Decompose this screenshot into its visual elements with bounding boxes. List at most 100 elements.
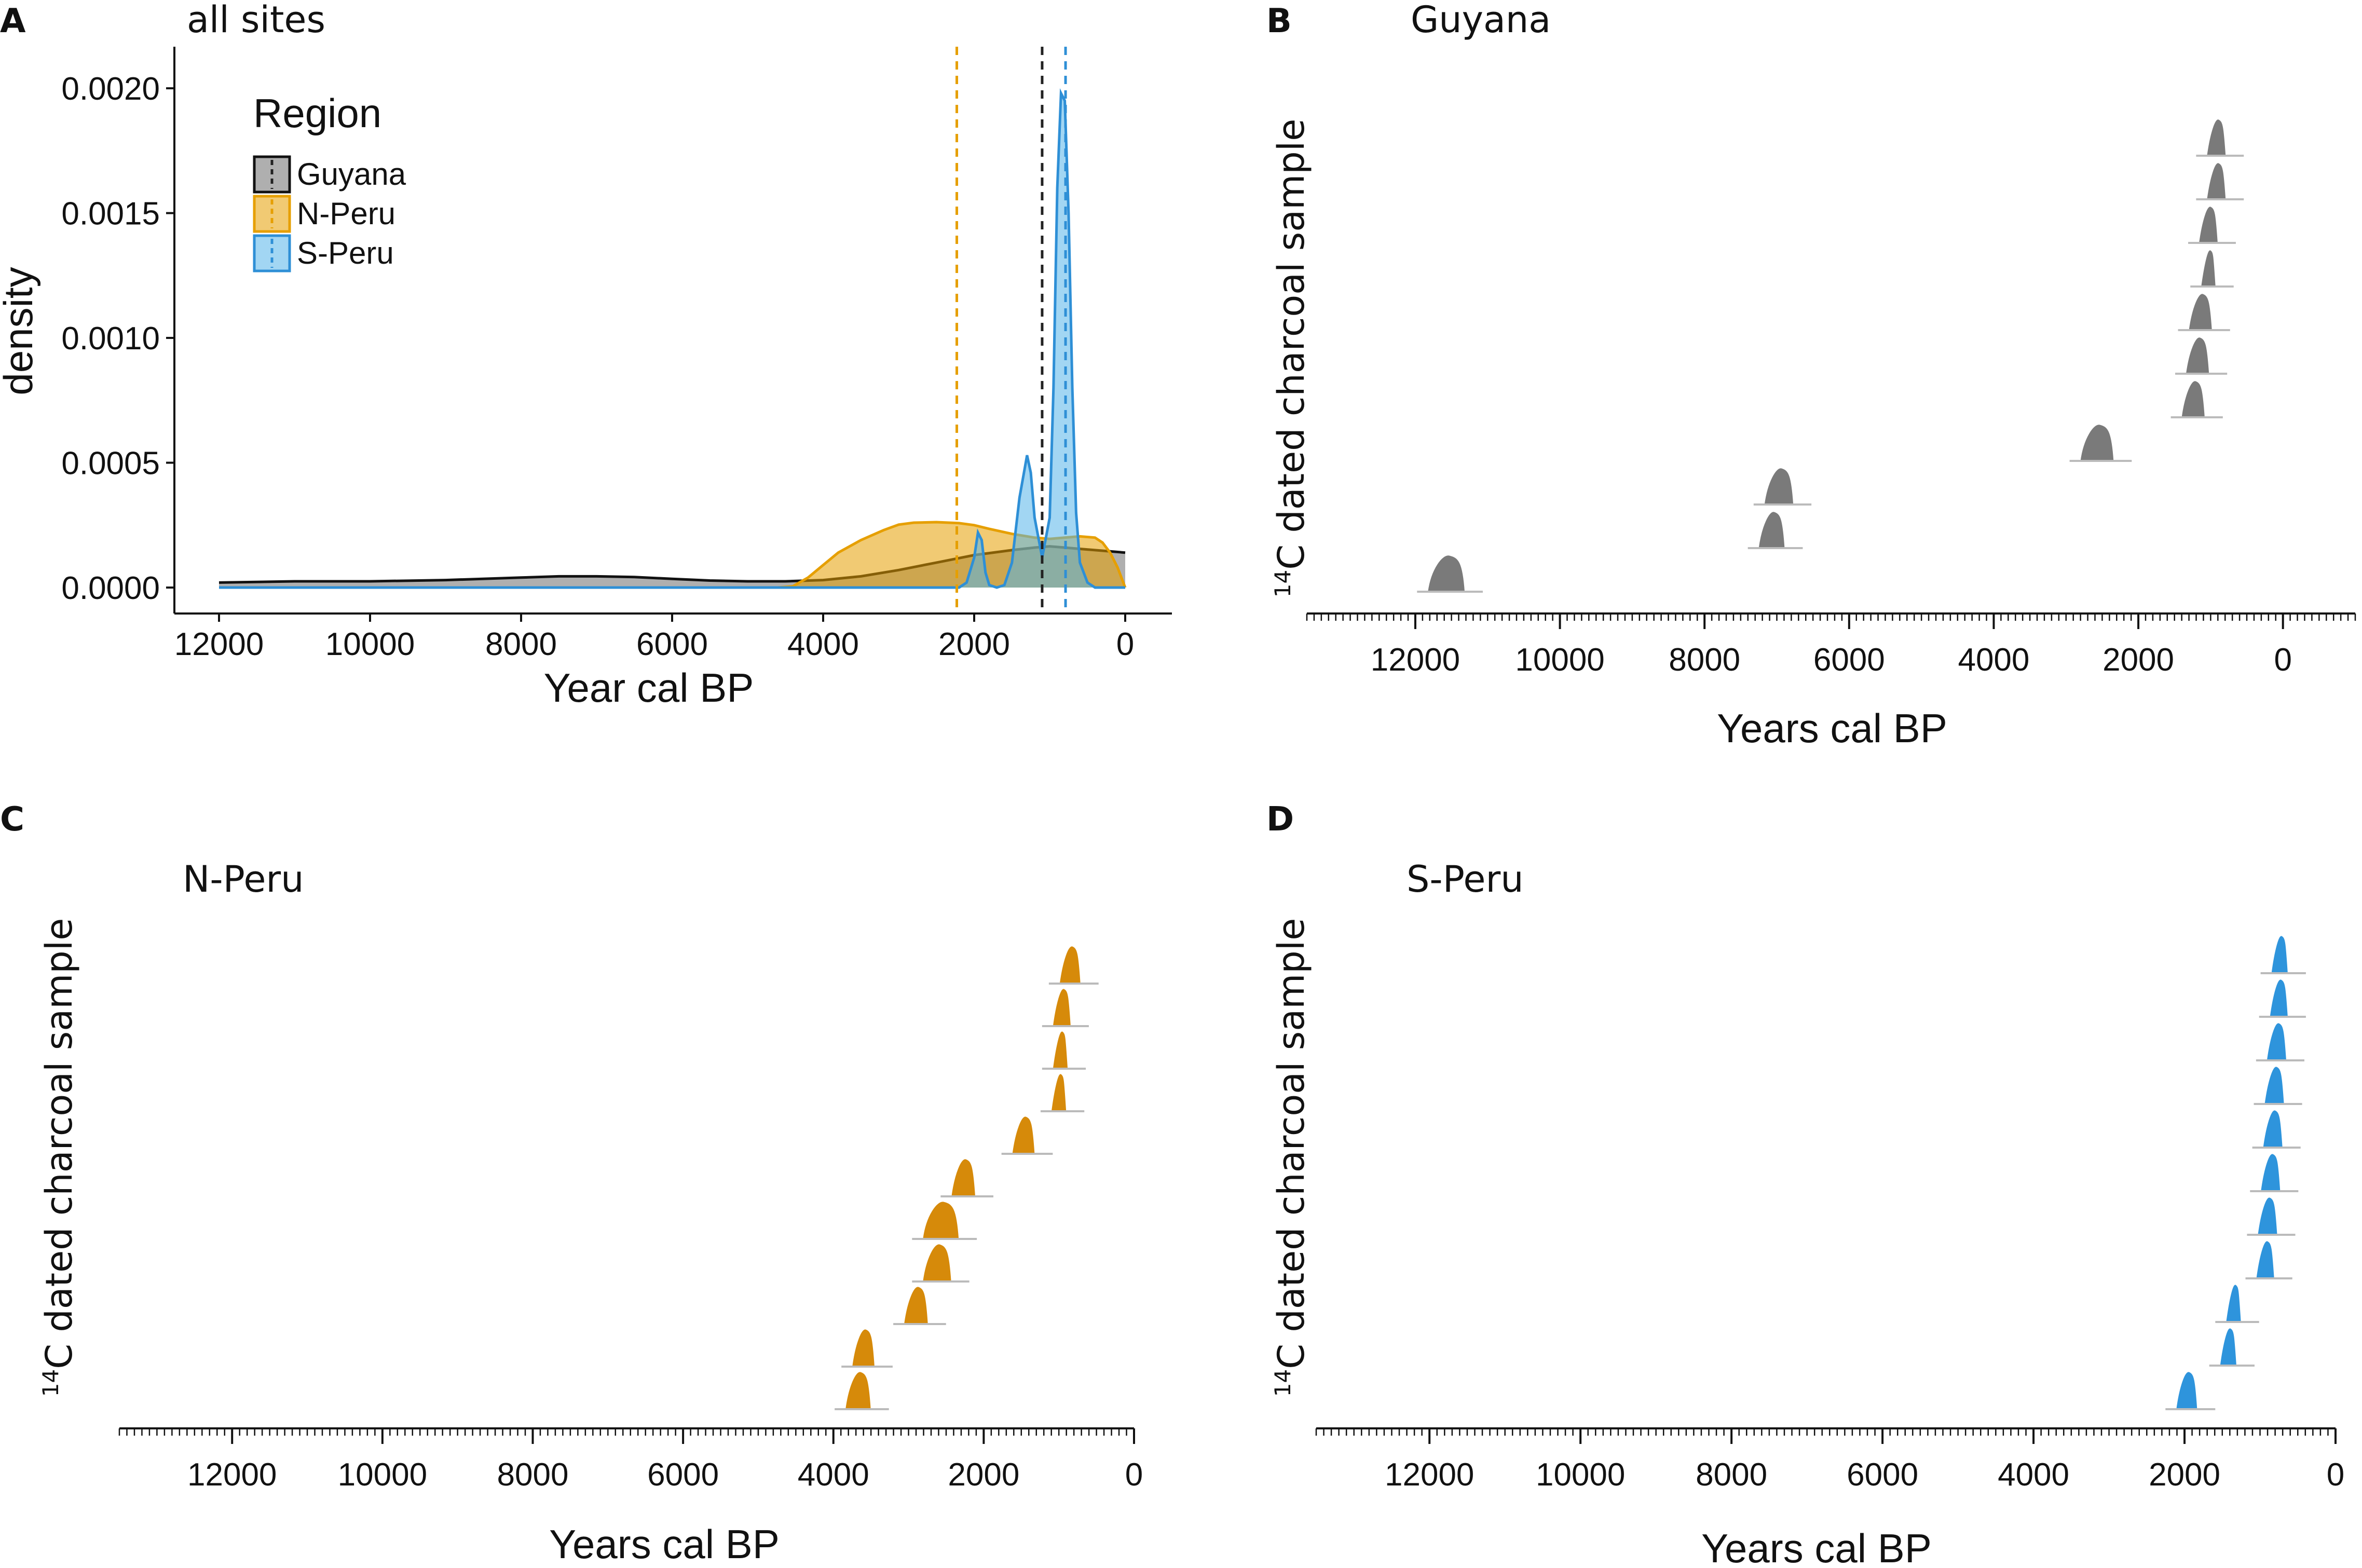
x-tick-label: 10000 xyxy=(338,1457,427,1493)
x-tick-label: 2000 xyxy=(2149,1457,2220,1493)
panel-d-title: S-Peru xyxy=(1407,858,1524,901)
calibration-curve-2 xyxy=(852,1329,875,1367)
calibration-curve-7 xyxy=(1012,1116,1035,1154)
calibration-curve-10 xyxy=(2207,163,2226,200)
density-area-n-peru xyxy=(219,522,1125,588)
x-tick-label: 0 xyxy=(2327,1457,2344,1493)
panel-d: D S-Peru 12000 10000 8000 6000 4000 2000 0 Yea… xyxy=(1266,800,2344,1568)
panel-d-xlabel: Years cal BP xyxy=(1701,1525,1932,1568)
x-tick-label: 4000 xyxy=(787,626,859,662)
x-tick-label: 6000 xyxy=(1847,1457,1918,1493)
y-tick-label: 0.0015 xyxy=(61,196,160,232)
x-tick-label: 12000 xyxy=(1371,642,1460,678)
calibration-curve-8 xyxy=(1051,1074,1067,1112)
panel-d-ylabel: 14C dated charcoal sample xyxy=(1270,918,1313,1397)
x-tick-label: 12000 xyxy=(1385,1457,1474,1493)
density-area-s-peru xyxy=(219,93,1125,588)
panel-b-title: Guyana xyxy=(1411,0,1551,41)
calibration-curve-9 xyxy=(2267,1023,2287,1061)
calibration-curve-1 xyxy=(2176,1372,2197,1410)
x-tick-label: 8000 xyxy=(497,1457,569,1493)
x-tick-label: 12000 xyxy=(174,626,264,662)
panel-a-legend: Region Guyana N-Peru S-Peru xyxy=(253,90,406,272)
panel-c-title: N-Peru xyxy=(183,858,304,901)
panel-b-letter: B xyxy=(1266,2,1292,40)
calibration-curve-4 xyxy=(923,1244,951,1282)
panel-c-ylabel-main: C dated charcoal sample xyxy=(38,918,80,1369)
x-tick-label: 2000 xyxy=(938,626,1010,662)
panel-b-plot: 12000 10000 8000 6000 4000 2000 0 xyxy=(1306,119,2356,678)
panel-b-ylabel-text: 14C dated charcoal sample xyxy=(1270,119,1313,598)
y-tick-label: 0.0010 xyxy=(61,321,160,357)
panel-a-xlabel: Year cal BP xyxy=(544,665,754,711)
panel-c-ylabel: 14C dated charcoal sample xyxy=(38,918,80,1397)
calibration-curve-6 xyxy=(951,1159,976,1197)
panel-b-ylabel-main: C dated charcoal sample xyxy=(1270,119,1313,570)
x-tick-label: 0 xyxy=(1116,626,1134,662)
calibration-curve-2 xyxy=(2220,1328,2237,1366)
y-tick-label: 0.0005 xyxy=(61,446,160,482)
x-tick-label: 12000 xyxy=(187,1457,277,1493)
calibration-curve-9 xyxy=(2199,207,2218,243)
calibration-curve-1 xyxy=(1428,555,1465,592)
calibration-curve-10 xyxy=(2270,979,2288,1017)
panel-a-ylabel: density xyxy=(0,267,41,395)
calibration-curve-4 xyxy=(2256,1241,2274,1279)
calibration-curve-7 xyxy=(2189,294,2212,331)
y-tick-label: 0.0020 xyxy=(61,71,160,107)
x-tick-label: 2000 xyxy=(948,1457,1019,1493)
calibration-curve-1 xyxy=(845,1372,871,1410)
panel-c: C N-Peru 12000 10000 8000 6000 4000 2000 0 Yea… xyxy=(0,800,1143,1567)
legend-label-n-peru: N-Peru xyxy=(297,196,395,231)
panel-d-ylabel-text: 14C dated charcoal sample xyxy=(1270,918,1313,1397)
x-tick-label: 10000 xyxy=(1515,642,1604,678)
legend-label-s-peru: S-Peru xyxy=(297,236,394,270)
calibration-curve-5 xyxy=(2258,1197,2277,1235)
panel-b-ylabel-superscript: 14 xyxy=(1270,570,1295,597)
x-tick-label: 0 xyxy=(1125,1457,1143,1493)
x-tick-label: 6000 xyxy=(636,626,708,662)
x-tick-label: 8000 xyxy=(1669,642,1740,678)
x-tick-label: 6000 xyxy=(1813,642,1885,678)
x-tick-label: 2000 xyxy=(2102,642,2174,678)
x-tick-label: 10000 xyxy=(325,626,415,662)
panel-a: A all sites 12000 10000 8000 6000 4000 2000 0 0… xyxy=(0,0,1172,711)
y-tick-label: 0.0000 xyxy=(61,570,160,606)
panel-c-letter: C xyxy=(0,800,24,839)
calibration-curve-3 xyxy=(2226,1285,2241,1322)
x-tick-label: 10000 xyxy=(1536,1457,1625,1493)
panel-a-letter: A xyxy=(0,2,26,40)
x-tick-label: 0 xyxy=(2274,642,2291,678)
x-tick-label: 4000 xyxy=(1998,1457,2069,1493)
legend-label-guyana: Guyana xyxy=(297,157,406,192)
panel-a-title: all sites xyxy=(187,0,325,41)
panel-b-ylabel: 14C dated charcoal sample xyxy=(1270,119,1313,598)
calibration-curve-8 xyxy=(2264,1067,2284,1105)
calibration-curve-6 xyxy=(2186,337,2209,374)
calibration-curve-2 xyxy=(1758,512,1785,549)
panel-d-ylabel-main: C dated charcoal sample xyxy=(1270,918,1313,1369)
panel-d-letter: D xyxy=(1266,800,1294,839)
calibration-curve-8 xyxy=(2201,250,2216,287)
calibration-curve-9 xyxy=(1053,1031,1068,1069)
density-line-n-peru xyxy=(219,521,1127,589)
x-tick-label: 8000 xyxy=(485,626,557,662)
calibration-curve-3 xyxy=(1764,468,1794,505)
x-tick-label: 4000 xyxy=(1958,642,2029,678)
panel-c-plot: 12000 10000 8000 6000 4000 2000 0 xyxy=(118,946,1143,1493)
x-tick-label: 4000 xyxy=(798,1457,869,1493)
legend-title: Region xyxy=(253,90,381,136)
panel-d-plot: 12000 10000 8000 6000 4000 2000 0 xyxy=(1315,936,2344,1493)
panel-d-ylabel-superscript: 14 xyxy=(1270,1369,1295,1397)
calibration-curve-4 xyxy=(2080,425,2114,461)
panel-c-ylabel-superscript: 14 xyxy=(38,1369,63,1397)
calibration-curve-3 xyxy=(904,1287,928,1325)
calibration-curve-11 xyxy=(1059,946,1081,984)
x-tick-label: 8000 xyxy=(1696,1457,1767,1493)
calibration-curve-11 xyxy=(2207,119,2226,156)
panel-c-ylabel-text: 14C dated charcoal sample xyxy=(38,918,80,1397)
panel-b-xlabel: Years cal BP xyxy=(1717,705,1947,751)
calibration-curve-5 xyxy=(923,1202,959,1239)
calibration-curve-11 xyxy=(2271,936,2288,974)
